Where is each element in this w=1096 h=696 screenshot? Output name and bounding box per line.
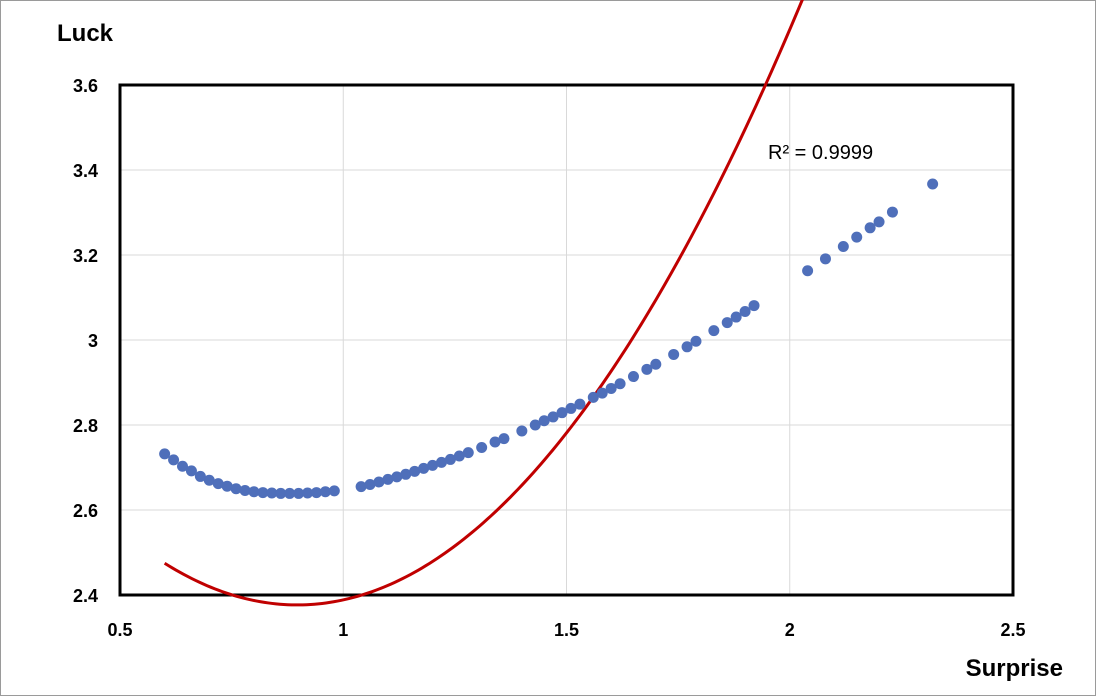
data-point (418, 462, 430, 474)
data-point (266, 487, 278, 499)
data-point (529, 419, 541, 431)
data-point (310, 487, 322, 499)
x-tick-label: 2 (785, 620, 795, 640)
data-points (159, 178, 939, 499)
data-point (627, 371, 639, 383)
data-point (203, 474, 215, 486)
data-point (596, 387, 608, 399)
data-point (873, 216, 885, 228)
data-point (194, 470, 206, 482)
y-tick-label: 3.4 (73, 161, 98, 181)
data-point (498, 433, 510, 445)
x-axis-title: Surprise (966, 655, 1063, 682)
plot-area-border (118, 83, 1015, 597)
data-point (476, 442, 488, 454)
data-point (328, 485, 340, 497)
data-point (538, 415, 550, 427)
data-point (864, 222, 876, 234)
data-point (851, 231, 863, 243)
data-point (177, 460, 189, 472)
data-point (721, 317, 733, 329)
data-point (221, 480, 233, 492)
data-point (293, 487, 305, 499)
y-tick-label: 2.8 (73, 416, 98, 436)
data-point (650, 358, 662, 370)
data-point (230, 483, 242, 495)
y-tick-label: 3.6 (73, 76, 98, 96)
x-tick-label: 2.5 (1000, 620, 1025, 640)
data-point (802, 265, 814, 277)
y-tick-label: 2.6 (73, 501, 98, 521)
data-point (168, 454, 180, 466)
data-point (819, 253, 831, 265)
data-point (373, 476, 385, 488)
data-point (364, 479, 376, 490)
y-tick-labels: 2.4 2.6 2.8 3 3.2 3.4 3.6 (73, 76, 98, 606)
data-point (400, 468, 412, 480)
data-point (427, 459, 439, 471)
y-axis-title: Luck (57, 20, 114, 47)
data-point (708, 325, 720, 337)
grid-lines (119, 84, 1014, 596)
data-point (355, 481, 367, 493)
data-point (730, 311, 742, 323)
r-squared-annotation: R² = 0.9999 (768, 142, 873, 164)
data-point (547, 411, 559, 423)
data-point (614, 378, 626, 390)
data-point (444, 453, 456, 465)
data-point (565, 402, 577, 414)
trendline (163, 0, 804, 607)
data-point (382, 473, 394, 485)
data-point (641, 363, 653, 375)
data-point (159, 448, 171, 460)
data-point (748, 300, 760, 312)
data-point (739, 306, 751, 318)
data-point (927, 178, 939, 190)
data-point (319, 486, 331, 498)
data-point (587, 391, 599, 403)
x-tick-label: 1.5 (554, 620, 579, 640)
y-tick-label: 2.4 (73, 586, 98, 606)
data-point (837, 241, 849, 252)
data-point (212, 478, 224, 490)
data-point (435, 456, 447, 468)
data-point (489, 436, 501, 448)
data-point (275, 487, 287, 499)
data-point (391, 471, 403, 483)
x-tick-label: 0.5 (107, 620, 132, 640)
data-point (668, 348, 680, 360)
data-point (409, 465, 421, 477)
data-point (257, 487, 269, 499)
data-point (516, 425, 528, 437)
x-tick-label: 1 (338, 620, 348, 640)
data-point (681, 341, 693, 353)
data-point (248, 486, 260, 498)
data-point (185, 465, 197, 477)
y-tick-label: 3.2 (73, 246, 98, 266)
y-tick-label: 3 (88, 331, 98, 351)
x-tick-labels: 0.5 1 1.5 2 2.5 (107, 620, 1025, 640)
data-point (453, 450, 465, 462)
data-point (302, 487, 314, 499)
data-point (462, 447, 474, 459)
data-point (284, 487, 296, 499)
data-point (886, 206, 898, 218)
data-point (690, 335, 702, 347)
data-point (605, 382, 617, 394)
data-point (574, 398, 586, 410)
trendline-group (163, 0, 804, 607)
data-point (556, 407, 568, 419)
data-point (239, 484, 251, 496)
